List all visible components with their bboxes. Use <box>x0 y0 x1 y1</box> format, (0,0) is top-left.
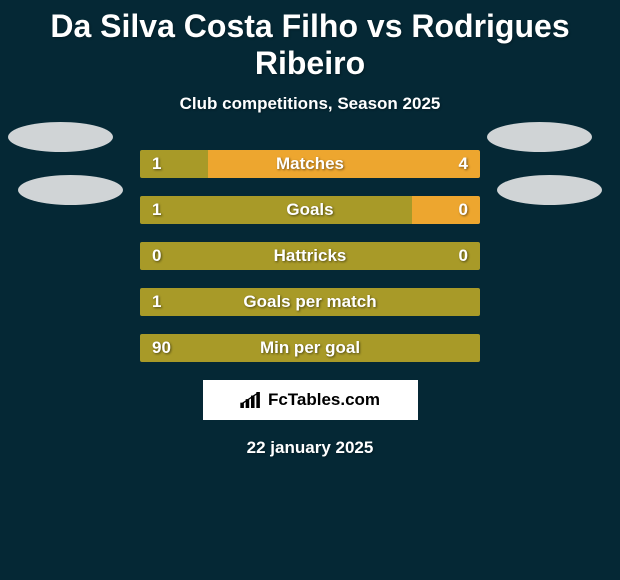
chart-icon <box>240 392 262 408</box>
subtitle: Club competitions, Season 2025 <box>0 94 620 114</box>
bar-label: Hattricks <box>140 242 480 270</box>
page-title: Da Silva Costa Filho vs Rodrigues Ribeir… <box>0 0 620 82</box>
bar-row: 90Min per goal <box>140 334 480 362</box>
source-text: FcTables.com <box>268 390 380 410</box>
bar-label: Min per goal <box>140 334 480 362</box>
bar-label: Goals per match <box>140 288 480 316</box>
source-badge: FcTables.com <box>203 380 418 420</box>
bar-label: Matches <box>140 150 480 178</box>
bar-row: 14Matches <box>140 150 480 178</box>
decorative-oval <box>497 175 602 205</box>
bar-row: 1Goals per match <box>140 288 480 316</box>
decorative-oval <box>487 122 592 152</box>
bar-row: 00Hattricks <box>140 242 480 270</box>
bar-row: 10Goals <box>140 196 480 224</box>
decorative-oval <box>8 122 113 152</box>
date-label: 22 january 2025 <box>0 438 620 458</box>
bar-label: Goals <box>140 196 480 224</box>
comparison-card: Da Silva Costa Filho vs Rodrigues Ribeir… <box>0 0 620 580</box>
decorative-oval <box>18 175 123 205</box>
